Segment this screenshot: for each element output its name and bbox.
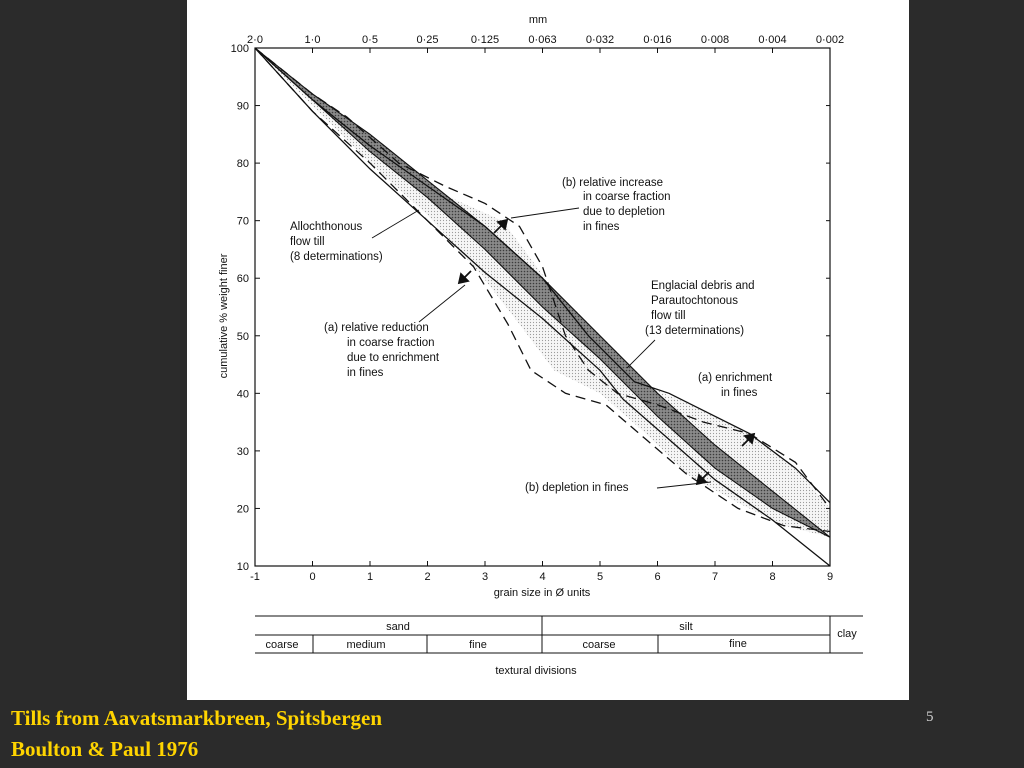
- x-tick-label: 4: [539, 571, 545, 583]
- y-tick-label: 60: [237, 273, 249, 285]
- figure-panel: -1 0 1 2 3 4 5 6 7 8 9 10 20 30 40 50 60 70 80 90 100 2·0 1·0 0…: [187, 0, 909, 700]
- leader-line: [371, 209, 420, 239]
- annotation-line: in fines: [347, 367, 384, 379]
- top-axis-unit-label: mm: [529, 14, 547, 26]
- arrow-up-a-enrich: [741, 432, 756, 447]
- annotation-line: due to depletion: [583, 206, 665, 218]
- annotation-line: (b) relative increase: [562, 177, 663, 189]
- x-tick-label: -1: [250, 571, 260, 583]
- annotation-b-relative-increase: (b) relative increase in coarse fraction…: [510, 177, 671, 233]
- y-tick-label: 70: [237, 216, 249, 228]
- x-tick-label: 2: [424, 571, 430, 583]
- leader-line: [418, 284, 466, 323]
- x-tick-label: 0: [309, 571, 315, 583]
- division-sand-medium: medium: [346, 639, 385, 651]
- top-tick-label: 0·25: [416, 34, 438, 46]
- envelope-bands: [254, 47, 831, 538]
- y-tick-label: 30: [237, 446, 249, 458]
- top-tick-label: 0·008: [701, 34, 729, 46]
- top-tick-label: 0·125: [471, 34, 499, 46]
- x-axis-label: grain size in Ø units: [494, 587, 591, 599]
- textural-divisions-table: sand silt clay coarse medium fine coarse…: [255, 615, 863, 677]
- leader-line: [510, 207, 580, 219]
- annotation-line: (a) enrichment: [698, 372, 773, 384]
- arrow-up-b: [493, 218, 509, 234]
- top-tick-label: 0·002: [816, 34, 844, 46]
- division-sand-coarse: coarse: [265, 639, 298, 651]
- division-silt: silt: [679, 621, 692, 633]
- arrow-markers: [457, 218, 756, 486]
- annotation-a-enrichment: (a) enrichment in fines: [698, 372, 773, 399]
- boundary-lines: [254, 47, 831, 567]
- x-tick-label: 6: [654, 571, 660, 583]
- annotation-line: in fines: [721, 387, 758, 399]
- x-tick-label: 7: [712, 571, 718, 583]
- y-tick-label: 10: [237, 561, 249, 573]
- annotation-line: (a) relative reduction: [324, 322, 429, 334]
- annotation-line: Parautochtonous: [651, 295, 738, 307]
- dashed-boundary-line: [254, 47, 831, 533]
- top-tick-label: 0·063: [528, 34, 556, 46]
- y-tick-label: 40: [237, 388, 249, 400]
- y-axis-label: cumulative % weight finer: [218, 253, 230, 378]
- annotation-line: due to enrichment: [347, 352, 440, 364]
- division-clay: clay: [837, 628, 857, 640]
- y-tick-label: 20: [237, 503, 249, 515]
- arrow-down-b-deplete: [695, 471, 710, 486]
- slide-caption-title: Tills from Aavatsmarkbreen, Spitsbergen: [11, 706, 383, 730]
- annotation-allochthonous: Allochthonous flow till (8 determination…: [290, 209, 420, 263]
- top-tick-label: 0·004: [758, 34, 786, 46]
- x-tick-label: 1: [367, 571, 373, 583]
- annotation-line: in coarse fraction: [347, 337, 435, 349]
- arrow-down-a: [457, 270, 472, 285]
- dashed-boundary-line: [254, 47, 831, 509]
- slide-number: 5: [926, 709, 934, 725]
- annotation-line: in coarse fraction: [583, 191, 671, 203]
- y-tick-label: 90: [237, 101, 249, 113]
- annotation-line: (8 determinations): [290, 251, 383, 263]
- top-tick-label: 0·5: [362, 34, 378, 46]
- x-tick-label: 8: [769, 571, 775, 583]
- division-sand-fine: fine: [469, 639, 487, 651]
- annotation-line: flow till: [290, 236, 325, 248]
- top-tick-label: 0·032: [586, 34, 614, 46]
- annotation-b-depletion: (b) depletion in fines: [525, 481, 712, 494]
- y-tick-label: 100: [231, 43, 249, 55]
- annotation-line: flow till: [651, 310, 686, 322]
- division-silt-fine: fine: [729, 638, 747, 650]
- x-tick-label: 3: [482, 571, 488, 583]
- top-tick-label: 1·0: [305, 34, 321, 46]
- annotation-a-relative-reduction: (a) relative reduction in coarse fractio…: [324, 284, 466, 379]
- x-tick-label: 5: [597, 571, 603, 583]
- annotation-line: (13 determinations): [645, 325, 744, 337]
- textural-divisions-caption: textural divisions: [495, 665, 577, 677]
- top-tick-label: 0·016: [643, 34, 671, 46]
- annotation-line: Allochthonous: [290, 221, 362, 233]
- annotation-englacial: Englacial debris and Parautochtonous flo…: [626, 280, 755, 369]
- top-tick-label: 2·0: [247, 34, 263, 46]
- y-tick-label: 80: [237, 158, 249, 170]
- leader-line: [626, 339, 656, 369]
- annotation-line: Englacial debris and: [651, 280, 755, 292]
- division-sand: sand: [386, 621, 410, 633]
- division-silt-coarse: coarse: [582, 639, 615, 651]
- slide-caption-citation: Boulton & Paul 1976: [11, 737, 199, 761]
- x-tick-label: 9: [827, 571, 833, 583]
- annotation-line: (b) depletion in fines: [525, 482, 629, 494]
- y-tick-label: 50: [237, 331, 249, 343]
- annotation-line: in fines: [583, 221, 620, 233]
